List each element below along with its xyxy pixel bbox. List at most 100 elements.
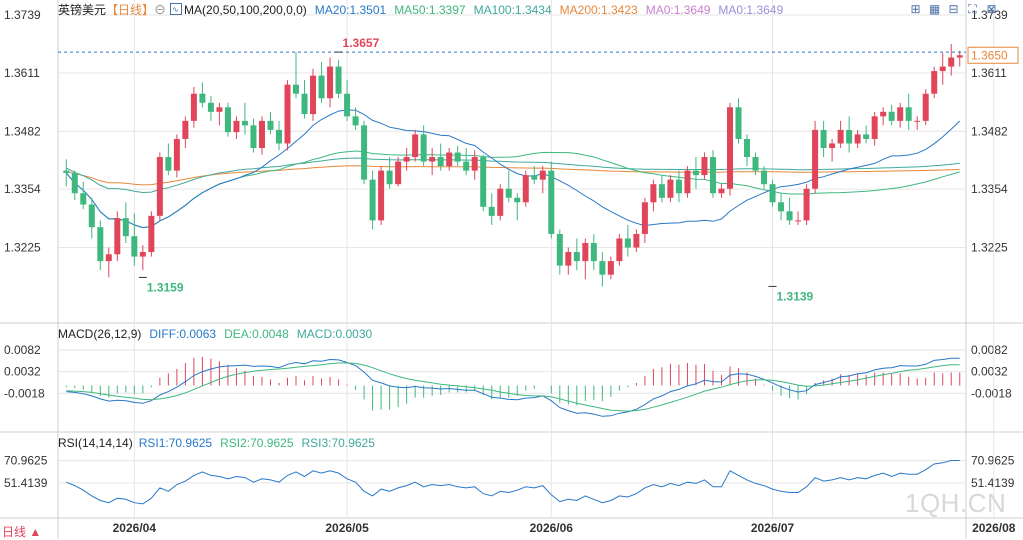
candle-up xyxy=(726,107,733,189)
candle-up xyxy=(582,243,589,262)
grid-icon[interactable]: ▦ xyxy=(928,2,941,16)
candle-down xyxy=(752,157,759,171)
ma200-value: MA200:1.3423 xyxy=(559,3,638,17)
candle-up xyxy=(148,215,155,253)
x-tick-label: 2026/08 xyxy=(972,521,1016,535)
macd-diff-line xyxy=(66,357,960,417)
x-tick-label: 2026/07 xyxy=(751,521,795,535)
candle-down xyxy=(820,129,827,148)
candle-up xyxy=(718,188,725,194)
rsi-y-tick-left: 51.4139 xyxy=(4,476,48,490)
candle-up xyxy=(931,71,938,94)
candle-up xyxy=(139,252,146,257)
candle-up xyxy=(650,184,657,203)
candle-down xyxy=(386,170,393,185)
high-annotation: 1.3657 xyxy=(343,36,380,50)
rsi-y-tick-right: 70.9625 xyxy=(971,454,1015,468)
candle-down xyxy=(131,236,138,257)
rsi2-value: RSI2:70.9625 xyxy=(220,436,294,450)
candle-up xyxy=(190,93,197,121)
candle-down xyxy=(488,206,495,216)
candle-up xyxy=(216,107,223,112)
collapse-icon[interactable]: ⊟ xyxy=(948,2,959,16)
rsi-header: RSI(14,14,14) RSI1:70.9625 RSI2:70.9625 RSI… xyxy=(58,436,375,450)
price-y-tick-left: 1.3739 xyxy=(4,8,41,22)
candle-down xyxy=(531,175,538,180)
candle-down xyxy=(505,188,512,198)
ma20-value: MA20:1.3501 xyxy=(314,3,387,17)
candle-down xyxy=(250,125,257,148)
candle-down xyxy=(675,179,682,194)
price-y-tick-left: 1.3482 xyxy=(4,124,41,138)
candle-down xyxy=(514,197,521,203)
ma100-value: MA100:1.3434 xyxy=(473,3,552,17)
period-tab[interactable]: 日线 ▲ xyxy=(2,525,42,539)
candle-up xyxy=(327,66,334,99)
price-y-tick-left: 1.3354 xyxy=(4,182,41,196)
candle-down xyxy=(624,238,631,248)
candle-down xyxy=(275,129,282,144)
candle-down xyxy=(744,138,751,158)
candle-down xyxy=(344,93,351,117)
candle-up xyxy=(880,111,887,117)
candle-up xyxy=(914,120,921,122)
candle-down xyxy=(761,170,768,185)
candle-up xyxy=(633,233,640,248)
candle-down xyxy=(63,170,70,173)
candle-down xyxy=(97,227,104,262)
rsi-y-tick-right: 51.4139 xyxy=(971,476,1015,490)
candle-up xyxy=(429,157,436,162)
candle-down xyxy=(71,172,78,194)
candle-down xyxy=(905,107,912,121)
macd-y-tick-left: 0.0032 xyxy=(4,365,41,379)
rsi-line xyxy=(66,460,960,505)
candle-down xyxy=(122,218,129,237)
candle-down xyxy=(590,243,597,262)
candle-up xyxy=(795,220,802,222)
price-y-tick-left: 1.3225 xyxy=(4,241,41,255)
expand-icon[interactable]: ⊞ xyxy=(910,2,921,16)
close-icon[interactable]: ⊠ xyxy=(986,2,997,16)
candle-down xyxy=(888,111,895,121)
ma0-value-a: MA0:1.3649 xyxy=(645,3,711,17)
x-tick-label: 2026/06 xyxy=(530,521,574,535)
watermark-logo: 1QH.CN xyxy=(905,488,1007,518)
candle-up xyxy=(173,138,180,171)
price-y-tick-right: 1.3225 xyxy=(971,241,1008,255)
candle-up xyxy=(829,143,836,148)
macd-value: MACD:0.0030 xyxy=(296,327,373,341)
candle-up xyxy=(607,261,614,275)
rsi-y-tick-left: 70.9625 xyxy=(4,454,48,468)
macd-header: MACD(26,12,9) DIFF:0.0063 DEA:0.0048 MACD:0… xyxy=(58,327,372,341)
candle-up xyxy=(471,157,478,171)
candle-up xyxy=(897,107,904,121)
candle-down xyxy=(846,129,853,144)
candle-down xyxy=(199,93,206,103)
candle-up xyxy=(684,170,691,194)
candle-up xyxy=(395,161,402,185)
candle-down xyxy=(556,233,563,266)
candle-up xyxy=(310,75,317,115)
period-label[interactable]: 【日线】 xyxy=(106,3,155,17)
candle-down xyxy=(207,102,214,112)
macd-diff-value: DIFF:0.0063 xyxy=(149,327,217,341)
settings-icon[interactable]: ⊖ xyxy=(154,3,167,17)
ma50-value: MA50:1.3397 xyxy=(394,3,466,17)
last-price-label: 1.3650 xyxy=(971,48,1008,62)
low-annotation: 1.3139 xyxy=(777,289,814,303)
last-price-box xyxy=(967,46,1019,64)
candle-up xyxy=(403,157,410,162)
candle-down xyxy=(692,170,699,176)
ma-params-label: MA(20,50,100,200,0,0) xyxy=(184,3,307,17)
indicator-icon[interactable]: ∿ xyxy=(170,3,183,15)
macd-y-tick-left: -0.0018 xyxy=(4,386,45,400)
candle-up xyxy=(156,157,163,216)
candle-up xyxy=(565,252,572,266)
toolbar-icons: ⊞ ▦ ⊟ ⛶ ⊠ xyxy=(906,1,1001,17)
fullscreen-icon[interactable]: ⛶ xyxy=(968,1,977,16)
macd-y-tick-right: -0.0018 xyxy=(971,386,1012,400)
candle-down xyxy=(463,161,470,171)
candle-down xyxy=(369,179,376,221)
candle-up xyxy=(956,55,963,58)
